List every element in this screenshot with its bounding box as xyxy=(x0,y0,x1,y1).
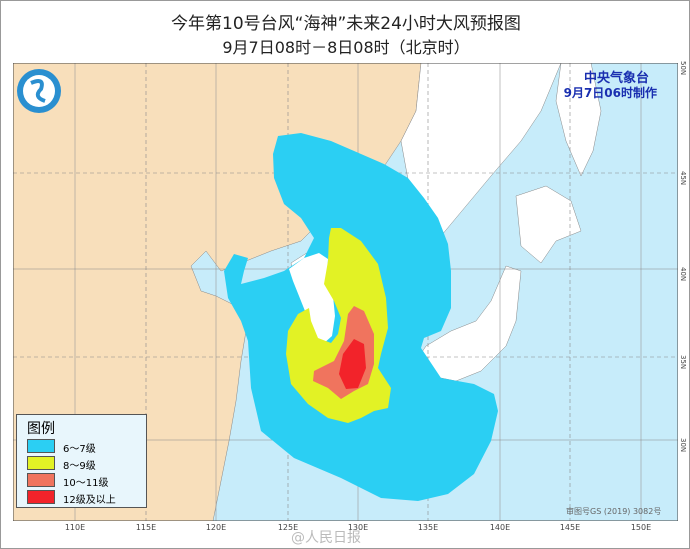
lat-label: 40N xyxy=(679,267,687,282)
lon-label: 120E xyxy=(205,523,227,532)
legend-label: 6～7级 xyxy=(63,444,96,455)
lat-label: 30N xyxy=(679,438,687,453)
lat-label: 35N xyxy=(679,355,687,370)
logo-icon xyxy=(17,69,61,113)
legend-label: 12级及以上 xyxy=(63,495,116,506)
lon-label: 145E xyxy=(559,523,581,532)
watermark: @人民日报 xyxy=(291,530,361,546)
lon-label: 130E xyxy=(347,523,369,532)
lon-label: 125E xyxy=(277,523,299,532)
legend: 图例 6～7级 8～9级 10～11级 12级及以上 xyxy=(16,414,147,508)
sakhalin-island xyxy=(555,63,602,177)
lon-label: 150E xyxy=(630,523,652,532)
map-title: 今年第10号台风“海神”未来24小时大风预报图 xyxy=(171,14,521,34)
legend-swatch xyxy=(27,473,55,487)
legend-label: 8～9级 xyxy=(63,461,96,472)
lon-label: 115E xyxy=(135,523,157,532)
lat-label: 50N xyxy=(679,61,687,76)
agency-name: 中央气象台 xyxy=(583,71,649,86)
issue-time: 9月7日06时制作 xyxy=(563,86,657,100)
legend-label: 10～11级 xyxy=(63,478,109,489)
legend-swatch xyxy=(27,456,55,470)
lon-label: 140E xyxy=(489,523,511,532)
wind-zone-12-plus xyxy=(339,339,366,389)
russia-land xyxy=(400,63,562,252)
map-canvas xyxy=(13,63,678,521)
korea-north-white xyxy=(289,253,335,344)
lon-label: 110E xyxy=(64,523,86,532)
hokkaido-island xyxy=(515,185,582,264)
legend-swatch xyxy=(27,439,55,453)
legend-title: 图例 xyxy=(27,421,55,437)
approval-number: 审图号GS (2019) 3082号 xyxy=(566,507,662,516)
lat-label: 45N xyxy=(679,171,687,186)
map-subtitle: 9月7日08时－8日08时（北京时） xyxy=(222,38,470,57)
legend-swatch xyxy=(27,490,55,504)
lon-label: 135E xyxy=(417,523,439,532)
